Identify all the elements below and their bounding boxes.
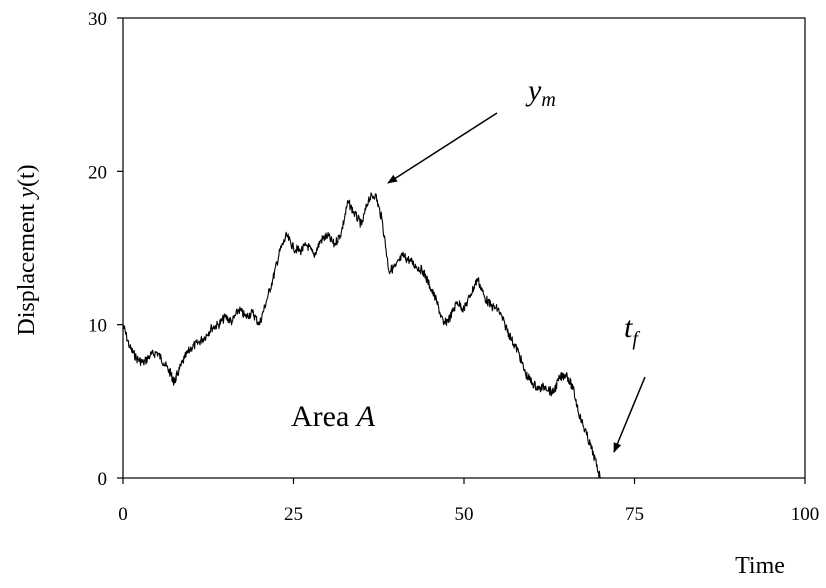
annotation-peak-sub: m [541,89,555,111]
y-axis-title-var: y [14,187,40,200]
annotation-peak-label: ym [525,74,556,111]
data-lines [122,192,601,479]
x-axis-title: Time [735,553,785,579]
annotation-peak-main: y [525,74,542,107]
annotation-end-label: tf [624,311,640,350]
annotation-peak-arrow [387,112,498,184]
annotation-area-label: Area A [291,400,376,433]
annotation-end-main: t [624,311,633,344]
annotation-area-var: A [355,400,376,433]
y-axis-title-rest: (t) [14,164,40,187]
x-tick-label: 50 [455,504,474,525]
y-tick-label: 30 [88,9,107,30]
x-tick-label: 0 [118,504,128,525]
annotation-end-arrow [613,376,646,453]
y-axis-title-main: Displacement [14,198,40,336]
x-tick-label: 100 [791,504,820,525]
y-tick-label: 20 [88,162,107,183]
y-tick-label: 10 [88,316,107,337]
annotation-area-text: Area [291,400,357,433]
x-tick-label: 75 [625,504,644,525]
annotation-end-sub: f [632,328,640,350]
y-tick-label: 0 [98,469,108,490]
axis-ticks: 0 25 50 75 100 0 10 20 30 [88,9,819,525]
y-axis-title: Displacement y(t) [14,164,40,335]
series-line [122,192,601,479]
plot-frame [122,17,806,479]
x-tick-label: 25 [284,504,303,525]
